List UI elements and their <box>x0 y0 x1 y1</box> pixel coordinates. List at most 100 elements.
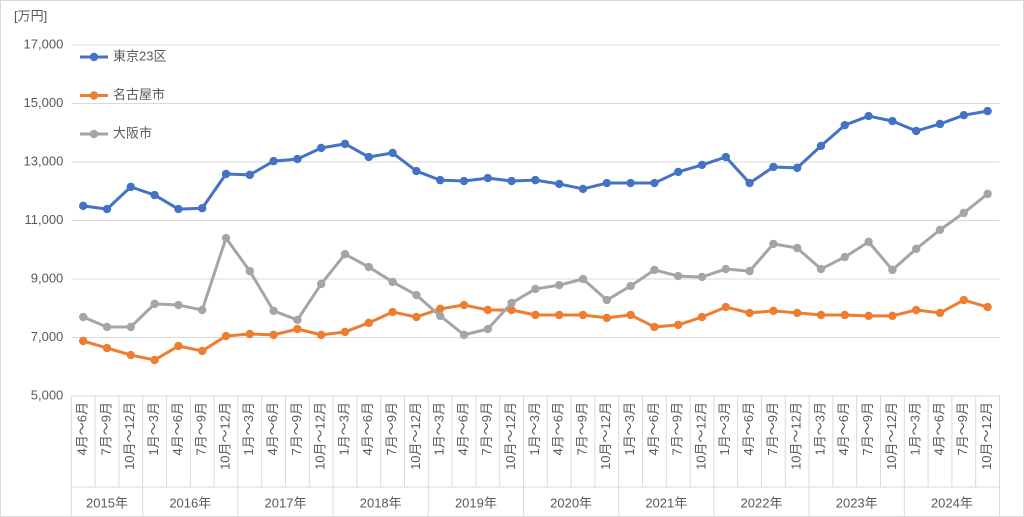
point <box>245 329 254 339</box>
point <box>674 167 683 177</box>
x-tick-label: 7月～9月 <box>479 402 494 455</box>
legend-marker <box>89 129 99 139</box>
point <box>840 252 849 262</box>
point <box>531 175 540 185</box>
point <box>269 330 278 340</box>
point <box>221 233 231 243</box>
point <box>650 178 659 188</box>
point <box>674 271 683 281</box>
point <box>221 169 231 179</box>
point <box>769 306 778 316</box>
x-tick-label: 10月～12月 <box>122 402 137 470</box>
x-tick-label: 4月～6月 <box>360 402 375 455</box>
point <box>912 305 921 315</box>
point <box>269 156 278 166</box>
point <box>364 318 373 328</box>
y-tick-label: 13,000 <box>24 153 64 168</box>
point <box>626 310 635 320</box>
x-tick-label: 10月～12月 <box>789 402 804 470</box>
point <box>174 204 183 214</box>
x-tick-label: 4月～6月 <box>551 402 566 455</box>
y-tick-label: 11,000 <box>25 212 64 227</box>
year-label: 2016年 <box>169 495 211 510</box>
point <box>293 154 302 164</box>
point <box>650 265 659 275</box>
point <box>959 111 968 120</box>
point <box>79 312 88 322</box>
x-tick-label: 1月～3月 <box>908 402 923 455</box>
point <box>935 308 945 318</box>
point <box>983 106 992 116</box>
point <box>769 162 778 172</box>
point <box>555 179 564 189</box>
point <box>102 343 112 353</box>
point <box>174 300 183 310</box>
point <box>388 277 397 287</box>
point <box>602 178 611 188</box>
point <box>888 116 897 126</box>
x-tick-label: 4月～6月 <box>75 402 90 455</box>
x-tick-label: 4月～6月 <box>170 402 185 455</box>
x-tick-label: 10月～12月 <box>408 402 423 470</box>
point <box>697 272 707 282</box>
point <box>364 262 373 272</box>
point <box>436 175 445 185</box>
point <box>793 243 802 253</box>
point <box>793 308 802 318</box>
point <box>126 182 135 192</box>
point <box>126 322 135 332</box>
point <box>864 237 873 247</box>
point <box>198 346 207 356</box>
x-tick-label: 10月～12月 <box>598 402 613 470</box>
legend-marker <box>89 91 99 100</box>
point <box>697 160 707 170</box>
point <box>221 331 231 341</box>
point <box>459 330 469 340</box>
x-tick-label: 10月～12月 <box>979 402 994 470</box>
point <box>126 350 135 360</box>
point <box>364 152 373 162</box>
x-tick-label: 4月～6月 <box>741 402 756 455</box>
point <box>745 266 754 276</box>
legend-label: 東京23区 <box>113 48 166 63</box>
point <box>602 295 611 305</box>
point <box>864 311 873 321</box>
point <box>816 264 826 274</box>
y-tick-label: 9,000 <box>31 270 64 285</box>
point <box>888 311 897 321</box>
x-tick-label: 1月～3月 <box>241 402 256 455</box>
point <box>507 298 516 308</box>
x-tick-label: 4月～6月 <box>265 402 280 455</box>
point <box>436 304 445 314</box>
point <box>269 306 278 316</box>
point <box>317 143 326 153</box>
point <box>245 266 254 276</box>
point <box>198 204 207 213</box>
y-tick-label: 17,000 <box>24 36 64 51</box>
year-label: 2022年 <box>741 495 783 510</box>
point <box>79 336 88 346</box>
point <box>150 355 159 365</box>
point <box>174 341 183 351</box>
point <box>507 305 516 315</box>
point <box>412 166 421 176</box>
point <box>459 300 469 310</box>
point <box>436 311 445 321</box>
point <box>721 152 730 162</box>
point <box>102 322 112 332</box>
point <box>721 302 730 312</box>
point <box>531 284 540 294</box>
point <box>245 170 254 180</box>
x-tick-label: 7月～9月 <box>860 402 875 455</box>
point <box>959 208 968 218</box>
x-tick-label: 1月～3月 <box>527 402 542 455</box>
x-tick-label: 7月～9月 <box>384 402 399 455</box>
point <box>293 324 302 334</box>
year-label: 2020年 <box>550 495 592 510</box>
point <box>769 239 778 249</box>
point <box>935 119 945 129</box>
point <box>697 312 707 322</box>
year-label: 2015年 <box>86 495 128 510</box>
year-label: 2018年 <box>360 495 402 510</box>
